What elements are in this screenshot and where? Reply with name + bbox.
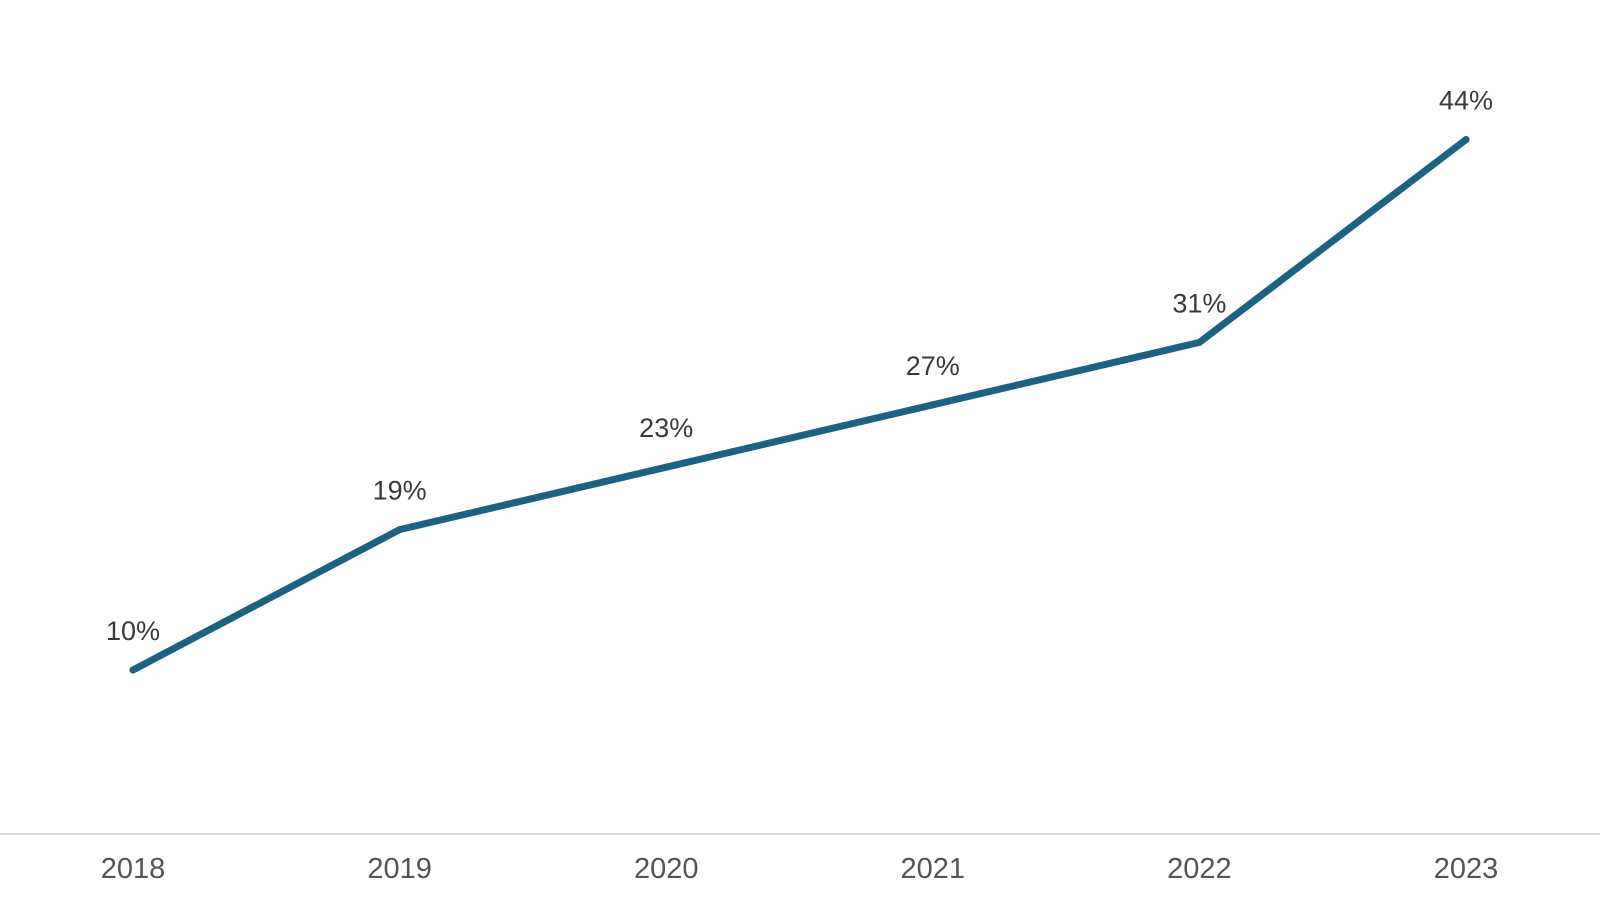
data-point-2021	[929, 401, 937, 409]
data-point-2020	[662, 463, 670, 471]
x-tick-label-2020: 2020	[634, 853, 699, 885]
data-point-2022	[1195, 338, 1203, 346]
series-line	[129, 136, 1470, 674]
data-label-2019: 19%	[373, 476, 427, 506]
x-tick-label-2021: 2021	[901, 853, 966, 885]
data-label-2020: 23%	[639, 413, 693, 443]
data-label-2022: 31%	[1172, 288, 1226, 318]
x-tick-label-2022: 2022	[1167, 853, 1232, 885]
x-tick-label-2018: 2018	[101, 853, 166, 885]
x-tick-label-2019: 2019	[367, 853, 432, 885]
data-labels: 10% 19% 23% 27% 31% 44%	[106, 86, 1493, 646]
series-layer	[129, 136, 1470, 674]
data-label-2021: 27%	[906, 351, 960, 381]
x-tick-labels: 2018 2019 2020 2021 2022 2023	[101, 853, 1499, 885]
data-label-2018: 10%	[106, 616, 160, 646]
x-tick-label-2023: 2023	[1434, 853, 1499, 885]
data-point-2019	[396, 526, 404, 534]
data-point-2018	[129, 666, 137, 674]
data-point-2023	[1462, 136, 1470, 144]
data-label-2023: 44%	[1439, 86, 1493, 116]
